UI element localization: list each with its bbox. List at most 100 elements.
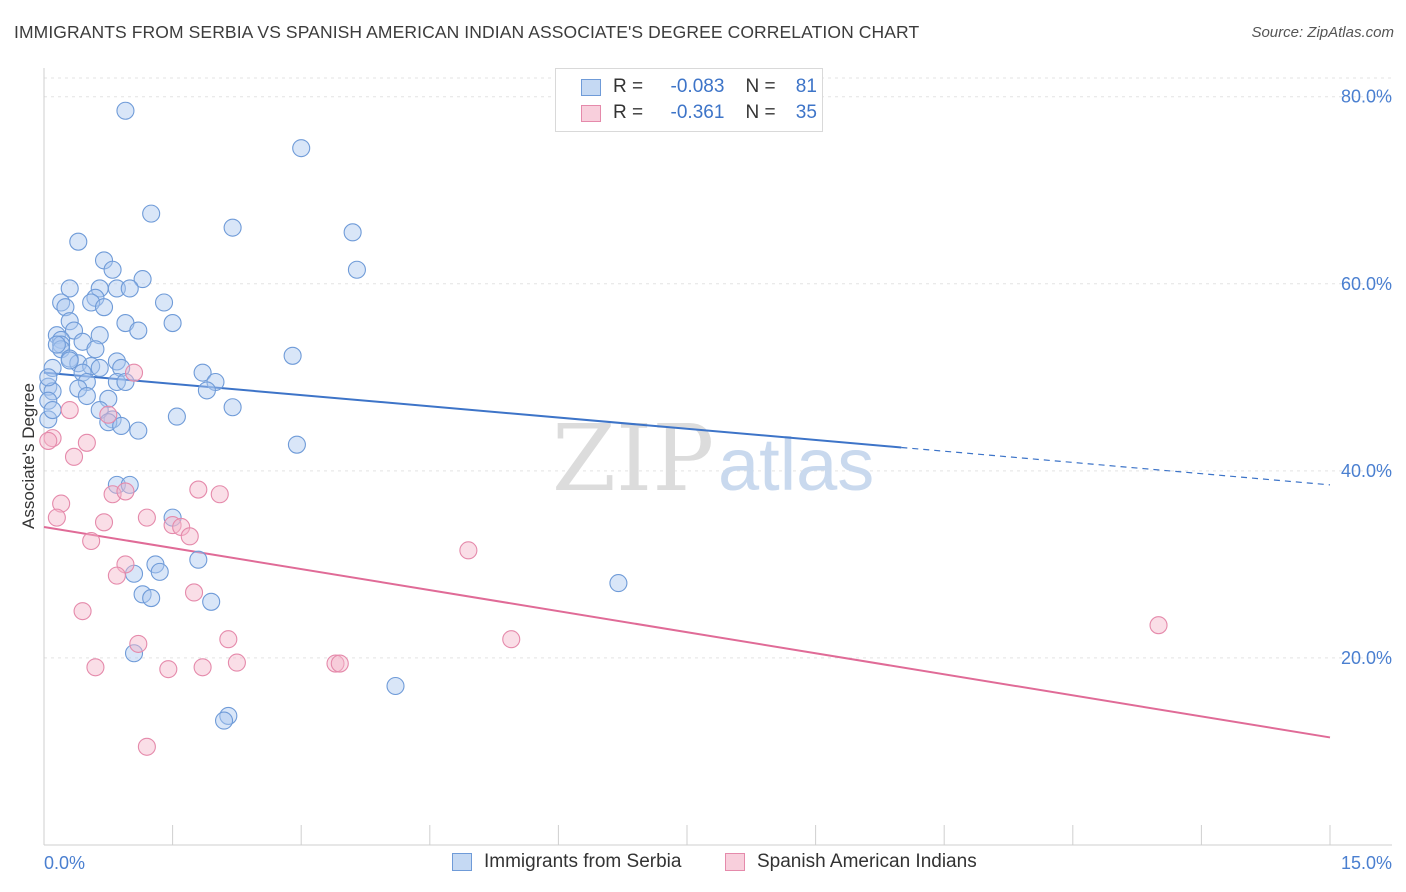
point-spanish-american-indian [77,433,96,452]
point-spanish-american-indian [47,508,66,527]
point-serbia [142,204,161,223]
point-serbia [193,363,212,382]
r-value: -0.361 [670,102,725,123]
point-spanish-american-indian [184,583,204,602]
point-serbia [167,407,186,426]
point-serbia [223,218,242,237]
trend-line-spanish-american-indian [43,525,1331,739]
point-serbia [60,351,79,370]
point-serbia [124,644,144,663]
point-spanish-american-indian [193,658,212,677]
n-value: 35 [795,102,817,123]
serbia-swatch [581,78,601,96]
point-spanish-american-indian [459,541,478,560]
n-value: 81 [795,76,817,97]
y-tick-label: 80.0% [1341,87,1392,107]
point-serbia [150,562,169,581]
watermark: ZIP atlas [552,405,874,512]
data-points [39,101,1168,756]
stats-legend: R = -0.083 N = 81 R = -0.361 N = 35 [555,68,823,132]
legend-item-spanish-american-indian: Spanish American Indians [725,851,977,873]
point-serbia [133,585,152,604]
point-serbia [163,314,182,333]
watermark-zip: ZIP [552,405,714,512]
point-spanish-american-indian [159,660,178,679]
point-serbia [287,435,306,454]
point-spanish-american-indian [64,447,84,466]
stats-row-spanish-american-indian: R = -0.361 N = 35 [581,100,817,126]
r-label: R = [613,102,644,123]
point-spanish-american-indian [330,654,349,673]
point-spanish-american-indian [227,653,246,672]
r-label: R = [613,76,644,97]
point-serbia [189,550,208,569]
y-tick-label: 60.0% [1341,274,1392,294]
source-label: Source: ZipAtlas.com [1251,24,1394,41]
point-serbia [223,398,242,417]
point-serbia [214,711,234,730]
x-tick-label-min: 0.0% [44,853,85,873]
point-serbia [52,335,71,354]
point-serbia [142,589,161,608]
point-serbia [69,232,88,251]
y-tick-label: 20.0% [1341,648,1392,668]
point-serbia [56,298,75,317]
y-axis-label: Associate's Degree [19,383,38,529]
point-serbia [283,346,302,365]
point-serbia [103,260,122,279]
trend-line-serbia-extension [901,446,1331,486]
point-spanish-american-indian [99,405,118,424]
point-serbia [43,382,62,401]
point-serbia [197,381,216,400]
axes [43,68,1392,846]
point-spanish-american-indian [86,658,105,677]
axis-labels: Associate's Degree 0.0% 15.0% [19,383,1392,873]
point-serbia [90,358,109,378]
point-serbia [39,391,58,410]
grid-lines [44,77,1392,659]
point-spanish-american-indian [94,513,114,532]
point-spanish-american-indian [189,480,208,499]
point-serbia [120,279,139,298]
n-label: N = [745,102,776,123]
point-spanish-american-indian [116,482,135,501]
point-serbia [347,260,366,279]
point-spanish-american-indian [502,630,521,649]
point-spanish-american-indian [52,494,71,513]
point-serbia [386,676,405,696]
point-serbia [94,298,114,317]
n-label: N = [745,76,776,97]
chart-title: IMMIGRANTS FROM SERBIA VS SPANISH AMERIC… [14,22,920,42]
point-serbia [116,101,135,120]
legend-label-serbia: Immigrants from Serbia [484,851,682,872]
point-serbia [133,270,152,289]
point-serbia [60,312,79,331]
point-spanish-american-indian [107,566,126,585]
series-legend: Immigrants from Serbia Spanish American … [0,851,1406,877]
point-serbia [39,410,58,429]
point-serbia [107,279,126,298]
point-spanish-american-indian [180,527,199,546]
point-serbia [39,368,58,387]
y-tick-labels: 20.0% 40.0% 60.0% 80.0% [1341,87,1392,668]
point-serbia [129,321,148,340]
watermark-atlas: atlas [718,423,874,506]
point-spanish-american-indian [82,531,101,551]
point-serbia [47,335,66,354]
point-serbia [86,340,105,359]
point-spanish-american-indian [39,431,58,450]
point-serbia [292,139,311,158]
point-serbia [43,358,62,378]
legend-item-serbia: Immigrants from Serbia [452,851,681,873]
stats-row-serbia: R = -0.083 N = 81 [581,74,817,100]
point-serbia [112,416,131,436]
point-spanish-american-indian [73,602,92,621]
y-tick-label: 40.0% [1341,461,1392,481]
point-spanish-american-indian [137,737,156,756]
r-value: -0.083 [670,76,725,97]
point-serbia [129,421,148,440]
point-serbia [609,574,628,593]
point-serbia [154,293,174,312]
serbia-swatch [452,853,472,871]
point-spanish-american-indian [124,363,144,382]
